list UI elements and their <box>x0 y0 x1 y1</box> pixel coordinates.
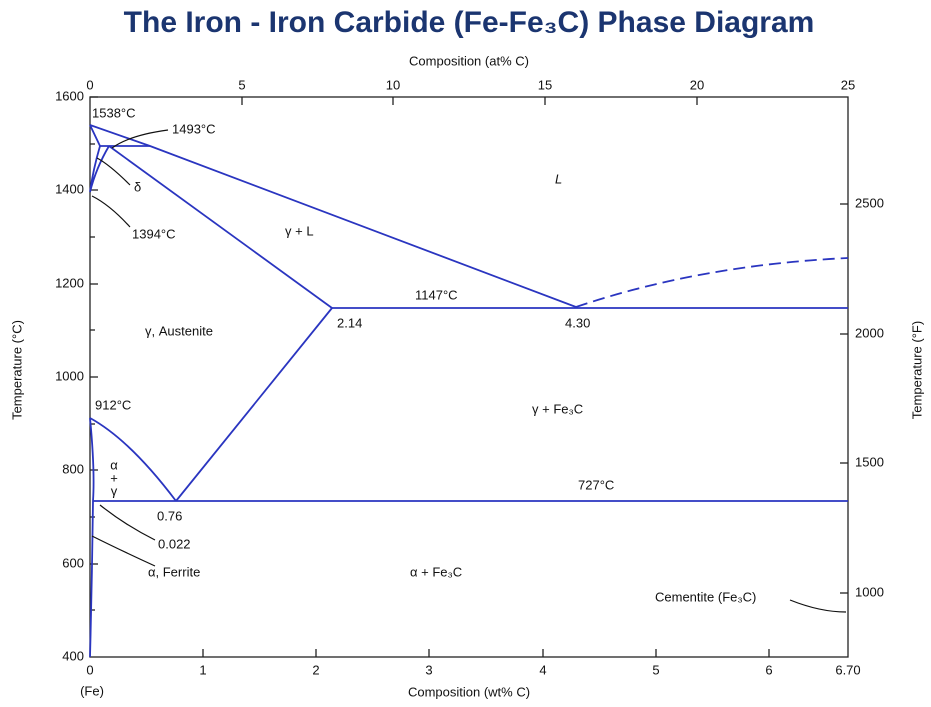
tick-label: 600 <box>62 555 84 570</box>
tick-label: 5 <box>238 77 245 92</box>
region-label: δ <box>134 179 141 194</box>
tick-label: 1500 <box>855 454 884 469</box>
bottom-axis-label: Composition (wt% C) <box>408 684 530 699</box>
region-label: + <box>110 470 118 485</box>
annotation: 4.30 <box>565 315 590 330</box>
annotation: 727°C <box>578 477 614 492</box>
tick-label: 10 <box>386 77 400 92</box>
arrows <box>91 129 847 613</box>
tick-label: 800 <box>62 461 84 476</box>
tick-label: 2 <box>312 662 319 677</box>
tick-label: 1600 <box>55 88 84 103</box>
right-tick-labels: 1000 1500 2000 2500 <box>855 195 884 599</box>
tick-label: 1 <box>199 662 206 677</box>
left-tick-labels: 400 600 800 1000 1200 1400 1600 <box>55 88 84 663</box>
annotation: 2.14 <box>337 315 362 330</box>
tick-label: 3 <box>425 662 432 677</box>
annotation: 0.76 <box>157 508 182 523</box>
origin-label: (Fe) <box>80 683 104 698</box>
tick-label: 4 <box>539 662 546 677</box>
annotation: 1538°C <box>92 105 136 120</box>
region-label: γ <box>111 483 118 498</box>
tick-label: 20 <box>690 77 704 92</box>
tick-label: 1400 <box>55 181 84 196</box>
tick-label: 0 <box>86 77 93 92</box>
ticks <box>90 96 848 657</box>
annotation: Cementite (Fe₃C) <box>655 589 756 604</box>
annotation: 1147°C <box>415 287 458 302</box>
tick-label: 6 <box>765 662 772 677</box>
tick-label: 1000 <box>855 584 884 599</box>
tick-label: 1200 <box>55 275 84 290</box>
left-axis-label: Temperature (°C) <box>9 320 24 420</box>
region-label: γ, Austenite <box>145 323 213 338</box>
annotation: 1493°C <box>172 121 216 136</box>
tick-label: 15 <box>538 77 552 92</box>
tick-label: 1000 <box>55 368 84 383</box>
right-axis-label: Temperature (°F) <box>909 321 924 419</box>
region-label: α <box>110 457 118 472</box>
region-label: L <box>555 171 562 186</box>
region-label: α + Fe₃C <box>410 564 462 579</box>
title: The Iron - Iron Carbide (Fe-Fe₃C) Phase … <box>124 6 815 39</box>
tick-label: 25 <box>841 77 855 92</box>
annotation: 1394°C <box>132 226 176 241</box>
top-axis-label: Composition (at% C) <box>409 53 529 68</box>
plot-frame <box>89 96 849 658</box>
bottom-tick-labels: 0 1 2 3 4 5 6 6.70 <box>86 662 860 677</box>
tick-label: 2000 <box>855 325 884 340</box>
annotation: 0.022 <box>158 536 191 551</box>
tick-label: 5 <box>652 662 659 677</box>
tick-label: 2500 <box>855 195 884 210</box>
region-label: γ + Fe₃C <box>532 401 583 416</box>
top-tick-labels: 0 5 10 15 20 25 <box>86 77 855 92</box>
annotation: α, Ferrite <box>148 564 200 579</box>
annotation: 912°C <box>95 397 131 412</box>
tick-label: 6.70 <box>835 662 860 677</box>
phase-boundaries <box>89 124 849 658</box>
tick-label: 400 <box>62 648 84 663</box>
tick-label: 0 <box>86 662 93 677</box>
region-label: γ + L <box>285 223 314 238</box>
